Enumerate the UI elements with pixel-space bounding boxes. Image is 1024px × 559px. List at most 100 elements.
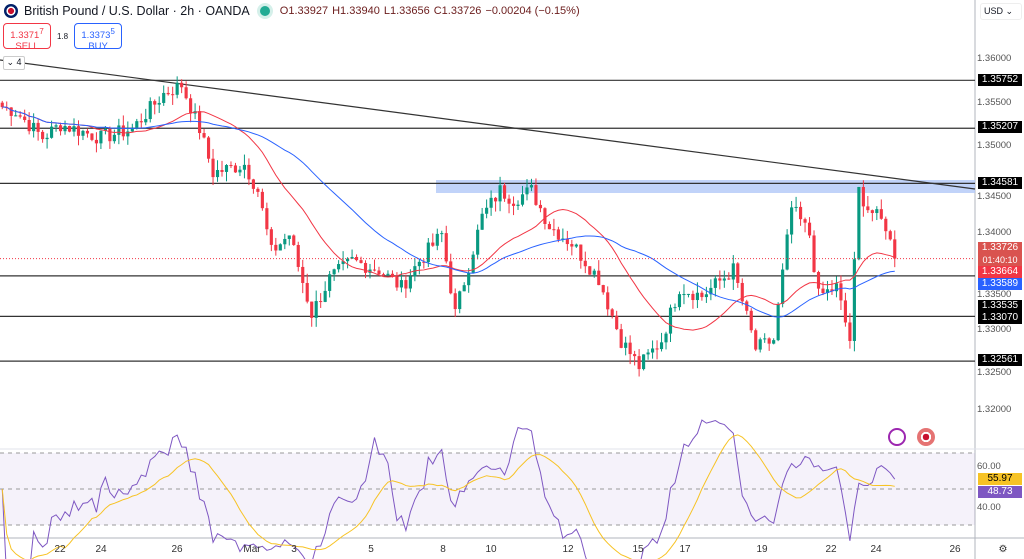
candle-body (485, 207, 489, 214)
trendline (0, 59, 976, 190)
candle-body (85, 130, 90, 134)
candle-body (440, 233, 444, 235)
settings-icon[interactable]: ⚙ (998, 544, 1008, 555)
time-axis-label: 5 (368, 544, 374, 555)
candle-body (677, 294, 682, 308)
candle-body (727, 278, 731, 280)
candle-body (803, 219, 807, 223)
rsi-axis-label: 40.00 (977, 502, 1001, 513)
candle-body (511, 203, 516, 206)
candle-body (422, 261, 426, 263)
candle-body (9, 107, 13, 116)
candle-body (534, 185, 538, 205)
candle-body (310, 301, 314, 318)
sell-button[interactable]: 1.33717 SELL (3, 23, 51, 52)
candle-body (202, 133, 206, 138)
candle-body (673, 307, 677, 309)
time-axis-label: 24 (95, 544, 107, 555)
candle-body (861, 186, 865, 207)
candle-body (153, 101, 157, 105)
candle-body (794, 206, 798, 208)
candle-body (390, 273, 395, 277)
candle-body (287, 235, 291, 239)
candle-body (363, 262, 368, 273)
candle-body (372, 269, 377, 271)
candle-body (251, 179, 255, 189)
candle-body (790, 207, 794, 235)
candle-body (269, 229, 273, 245)
change-value: −0.00204 (−0.15%) (485, 5, 580, 17)
candle-body (848, 322, 852, 341)
candle-body (615, 315, 619, 330)
candle-body (552, 229, 556, 231)
time-axis-label: 19 (756, 544, 768, 555)
rsi-line (1, 419, 896, 559)
time-axis-label: 22 (825, 544, 837, 555)
ohlc-values: O1.33927 H1.33940 L1.33656 C1.33726 −0.00204… (280, 5, 584, 17)
candle-body (821, 288, 825, 294)
candle-body (754, 330, 758, 350)
candle-body (332, 269, 336, 275)
symbol-header: British Pound / U.S. Dollar · 2h · OANDA… (4, 4, 584, 18)
candle-body (346, 258, 350, 262)
candle-body (664, 333, 668, 343)
candle-body (319, 301, 323, 303)
candle-body (561, 238, 565, 240)
buy-button[interactable]: 1.33735 BUY (74, 23, 123, 52)
candle-body (556, 229, 560, 240)
candle-body (489, 197, 493, 208)
candle-body (668, 307, 673, 334)
candle-body (628, 342, 632, 355)
candle-body (601, 285, 605, 293)
candle-body (494, 197, 498, 202)
candle-body (238, 169, 242, 173)
candle-body (130, 128, 134, 132)
ma-blue-tag: 1.33589 (978, 278, 1022, 290)
time-axis-label: 26 (171, 544, 183, 555)
candle-body (655, 348, 659, 350)
candle-body (76, 126, 81, 136)
open-value: O1.33927 (279, 5, 329, 17)
currency-select[interactable]: USD ⌄ (980, 3, 1022, 20)
candle-body (624, 342, 628, 348)
candle-body (691, 293, 695, 301)
indicators-collapse-button[interactable]: ⌄ 4 (3, 56, 25, 70)
candle-body (597, 270, 601, 286)
price-axis-label: 1.35000 (977, 140, 1012, 151)
candle-body (103, 128, 107, 131)
sell-price: 1.3371 (10, 30, 40, 42)
candle-body (893, 239, 897, 259)
time-axis-label: Mar (243, 544, 261, 555)
candle-body (350, 256, 354, 259)
candle-body (453, 293, 457, 310)
level-tag: 1.32561 (978, 354, 1022, 366)
gbpusd-flag-icon (4, 4, 18, 18)
candle-body (63, 125, 67, 132)
candle-body (610, 309, 614, 316)
close-value: C1.33726 (433, 5, 482, 17)
candle-body (659, 342, 664, 350)
candle-body (99, 130, 103, 144)
uk-event-icon[interactable] (917, 428, 935, 446)
candle-body (763, 338, 767, 340)
candle-body (740, 282, 744, 302)
candle-body (695, 292, 699, 301)
low-value: L1.33656 (383, 5, 430, 17)
candle-body (323, 290, 327, 302)
candle-body (870, 210, 874, 214)
candle-body (157, 102, 161, 105)
candle-body (337, 264, 341, 270)
candle-body (175, 82, 179, 95)
candle-body (328, 274, 332, 291)
candle-body (36, 122, 40, 132)
candle-body (547, 223, 551, 230)
candle-body (713, 278, 717, 288)
last-price-tag: 1.33726 (978, 242, 1022, 254)
lightning-event-icon[interactable] (888, 428, 906, 446)
symbol-title[interactable]: British Pound / U.S. Dollar · 2h · OANDA (24, 4, 250, 18)
candle-body (686, 293, 691, 295)
candle-body (498, 185, 502, 202)
level-tag: 1.35752 (978, 74, 1022, 86)
price-axis-label: 1.33500 (977, 289, 1012, 300)
